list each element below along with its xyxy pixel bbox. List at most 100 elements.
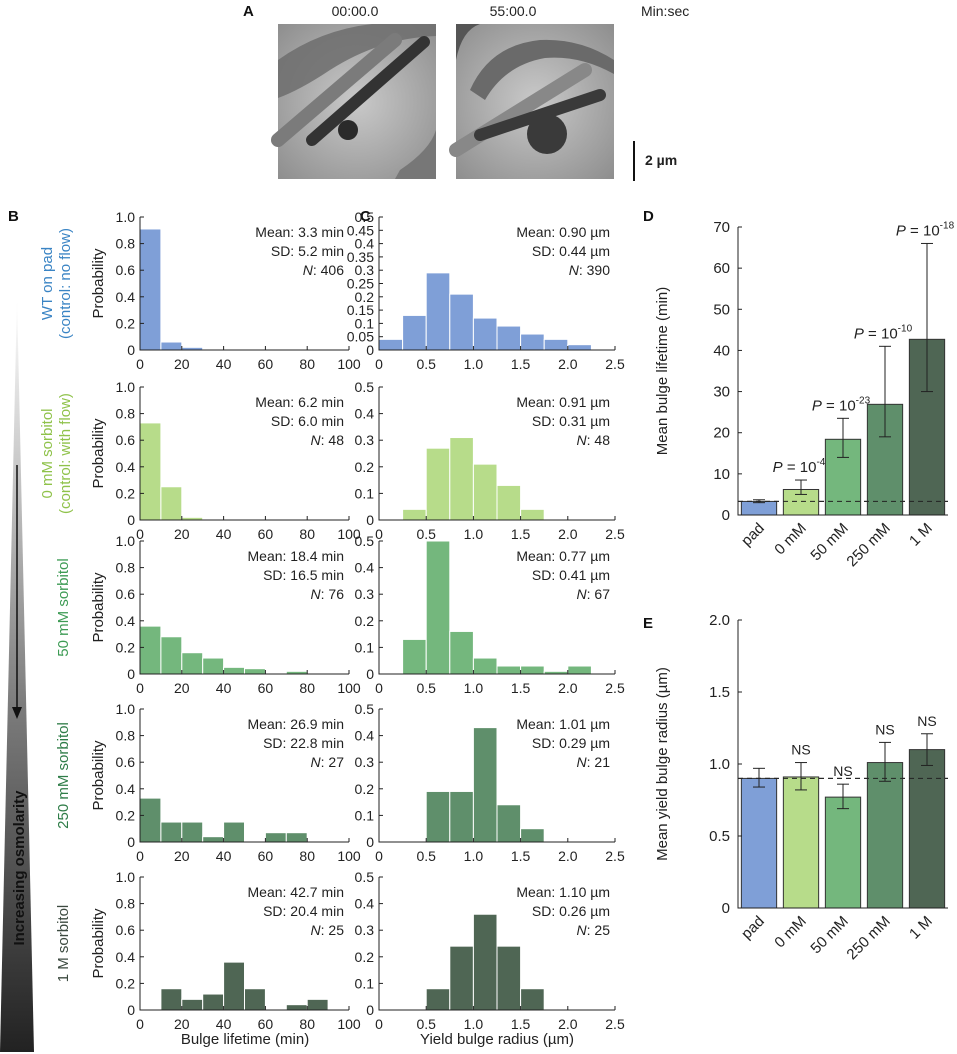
b-3-ytick-label: 0 — [127, 834, 135, 850]
histogram-row-1: 0 mM sorbitol (control: with flow) Probabi… — [39, 379, 625, 542]
histogram-c-3: 0 0.1 0.2 0.3 0.4 0.5 0 0.5 1.0 1.5 2.0 2.5 Mean: 1.… — [355, 701, 625, 864]
b-4-ytick-label: 0.4 — [116, 949, 136, 965]
b-0-ytick-label: 0.8 — [116, 236, 136, 252]
b-0-xtick-label: 40 — [216, 356, 232, 372]
d-y-axis-label: Mean bulge lifetime (min) — [654, 287, 671, 455]
b-0-stat-sd: SD: 5.2 min — [271, 243, 344, 259]
b-0-stat-n-symbol: N — [303, 262, 314, 278]
c-0-bar-4 — [472, 317, 498, 351]
osmolarity-label: Increasing osmolarity — [11, 790, 28, 946]
c-0-bar-6 — [520, 333, 545, 351]
c-0-ytick-label: 0 — [366, 342, 374, 358]
c-3-xtick-label: 0.5 — [416, 848, 436, 864]
b-3-stat-sd: SD: 22.8 min — [263, 735, 344, 751]
b-4-ytick-label: 0.2 — [116, 975, 136, 991]
c-3-xtick-label: 2.5 — [605, 848, 625, 864]
osmolarity-indicator: Increasing osmolarity — [0, 297, 34, 1052]
panel-letter-d: D — [643, 208, 654, 225]
d-pvalue-p-1: P — [773, 459, 783, 476]
e-bar-1 — [782, 776, 820, 909]
c-4-ytick-label: 0.5 — [355, 869, 375, 885]
c-x-axis-label: Yield bulge radius (µm) — [420, 1031, 574, 1048]
b-1-ytick-label: 0.8 — [116, 406, 136, 422]
b-1-bar-1 — [160, 486, 183, 521]
c-1-ytick-label: 0 — [366, 512, 374, 528]
c-0-stat-sd: SD: 0.44 µm — [532, 243, 610, 259]
b-0-ytick-label: 0 — [127, 342, 135, 358]
d-pvalue-1: P = 10-4 — [773, 457, 826, 476]
c-4-xtick-label: 2.5 — [605, 1016, 625, 1032]
d-bar-0 — [740, 500, 778, 516]
c-3-bar-5 — [496, 804, 522, 843]
c-0-xtick-label: 0 — [375, 356, 383, 372]
c-1-ytick-label: 0.2 — [355, 459, 375, 475]
d-ytick-label: 50 — [713, 301, 730, 318]
d-pvalue-base-4: = 10 — [906, 222, 940, 239]
b-3-bar-1 — [160, 821, 183, 843]
b-0-xtick-label: 60 — [258, 356, 274, 372]
c-0-stat-n-value: : 390 — [579, 262, 610, 278]
b-1-stat-n-symbol: N — [311, 432, 322, 448]
c-3-bar-2 — [425, 790, 451, 843]
e-bar-3 — [866, 762, 904, 909]
b-0-ytick-label: 0.4 — [116, 289, 136, 305]
panel-letter-a: A — [243, 3, 254, 20]
b-probability-label-2: Probability — [90, 572, 107, 643]
b-2-bar-0 — [139, 625, 162, 675]
b-4-stat-mean: Mean: 42.7 min — [248, 884, 345, 900]
b-1-ytick-label: 0 — [127, 512, 135, 528]
c-0-bar-5 — [496, 325, 522, 351]
b-2-ytick-label: 0.8 — [116, 560, 136, 576]
histogram-c-1: 0 0.1 0.2 0.3 0.4 0.5 0 0.5 1.0 1.5 2.0 2.5 Mean: 0.… — [355, 379, 625, 542]
c-1-stat-n-symbol: N — [577, 432, 588, 448]
c-1-ytick-label: 0.4 — [355, 406, 375, 422]
c-2-stat-n-value: : 67 — [587, 586, 611, 602]
c-4-bar-5 — [496, 945, 522, 1011]
c-3-bar-4 — [472, 727, 498, 843]
c-2-xtick-label: 2.5 — [605, 680, 625, 696]
micrograph-end — [449, 24, 614, 179]
b-2-bar-5 — [244, 668, 266, 675]
c-3-xtick-label: 2.0 — [558, 848, 578, 864]
histogram-b-2: 0 0.2 0.4 0.6 0.8 1.0 0 20 40 60 80 100 Mean: 18.4 m… — [116, 533, 361, 696]
b-1-xtick-label: 20 — [174, 526, 190, 542]
b-1-ytick-label: 1.0 — [116, 379, 136, 395]
c-3-stat-mean: Mean: 1.01 µm — [516, 716, 610, 732]
e-category-3: 250 mM — [843, 913, 893, 963]
b-4-bar-8 — [306, 998, 329, 1011]
c-0-ytick-label: 0.3 — [355, 262, 375, 278]
c-4-ytick-label: 0.2 — [355, 949, 375, 965]
b-3-stat-n: N: 27 — [311, 754, 345, 770]
c-1-xtick-label: 0.5 — [416, 526, 436, 542]
c-2-xtick-label: 0 — [375, 680, 383, 696]
row-label-3: 250 mM sorbitol — [55, 722, 72, 829]
b-2-stat-sd: SD: 16.5 min — [263, 567, 344, 583]
e-ytick-label: 2.0 — [709, 612, 730, 629]
c-1-bar-6 — [520, 508, 545, 521]
b-2-xtick-label: 100 — [337, 680, 361, 696]
histogram-row-3: 250 mM sorbitol Probability 0 0.2 0.4 0.6 0.8 1… — [55, 701, 625, 864]
d-pvalue-p-2: P — [812, 397, 822, 414]
c-3-ytick-label: 0.2 — [355, 781, 375, 797]
b-3-bar-4 — [223, 821, 246, 843]
c-1-xtick-label: 0 — [375, 526, 383, 542]
d-category-0: pad — [738, 520, 768, 550]
c-2-ytick-label: 0 — [366, 666, 374, 682]
b-4-bar-7 — [285, 1004, 308, 1011]
c-4-xtick-label: 0.5 — [416, 1016, 436, 1032]
c-0-xtick-label: 2.5 — [605, 356, 625, 372]
c-0-xtick-label: 1.0 — [464, 356, 484, 372]
b-3-xtick-label: 100 — [337, 848, 361, 864]
c-4-bar-3 — [449, 945, 474, 1011]
b-0-stat-mean: Mean: 3.3 min — [255, 224, 344, 240]
c-3-ytick-label: 0 — [366, 834, 374, 850]
b-0-ytick-label: 0.6 — [116, 262, 136, 278]
b-2-ytick-label: 0 — [127, 666, 135, 682]
c-2-bar-3 — [449, 630, 474, 675]
b-1-xtick-label: 40 — [216, 526, 232, 542]
d-pvalue-2: P = 10-23 — [812, 395, 871, 414]
b-2-xtick-label: 80 — [299, 680, 315, 696]
histogram-b-1: 0 0.2 0.4 0.6 0.8 1.0 0 20 40 60 80 100 Mean: 6.2 mi… — [116, 379, 361, 542]
c-2-stat-mean: Mean: 0.77 µm — [516, 548, 610, 564]
b-1-stat-sd: SD: 6.0 min — [271, 413, 344, 429]
